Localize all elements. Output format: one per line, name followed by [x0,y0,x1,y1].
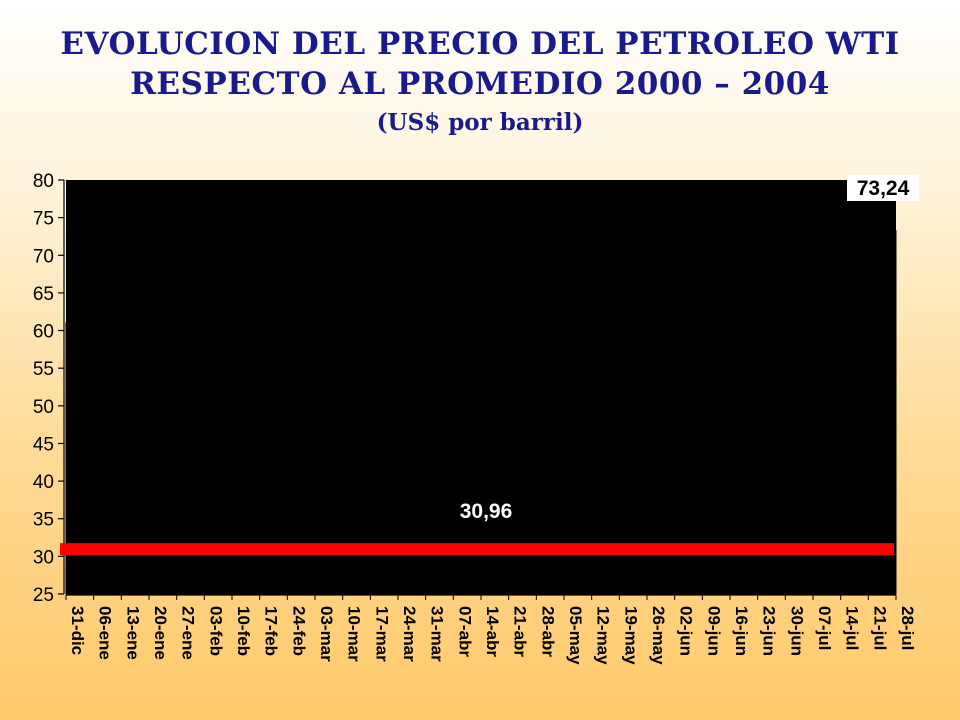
y-axis: 25 30 35 40 45 50 55 60 65 70 75 80 [33,171,65,606]
x-tick-label: 30-jun [787,606,806,656]
y-tick-label: 65 [33,284,54,305]
x-tick-label: 17-feb [262,606,281,656]
y-tick-label: 25 [33,585,54,606]
y-tick-label: 60 [33,322,54,343]
y-tick-label: 70 [33,246,54,267]
x-tick-label: 31-dic [68,606,87,655]
x-tick-label: 14-abr [483,606,502,657]
chart-subtitle: (US$ por barril) [376,109,584,136]
x-axis: 31-dic 06-ene 13-ene 20-ene 27-ene 03-feb 10-f… [65,594,917,665]
x-tick-label: 28-abr [538,606,557,657]
x-tick-label: 24-mar [400,606,419,662]
x-tick-label: 28-jul [898,606,917,650]
y-tick-label: 55 [33,359,54,380]
x-tick-label: 14-jul [843,606,862,650]
y-tick-label: 30 [33,547,54,568]
x-tick-label: 03-feb [206,606,225,656]
x-tick-label: 09-jun [704,606,723,656]
chart-title-block: EVOLUCION DEL PRECIO DEL PETROLEO WTI RE… [0,24,960,140]
x-tick-label: 27-ene [179,606,198,660]
x-tick-label: 10-mar [345,606,364,662]
x-tick-label: 13-ene [123,606,142,660]
x-tick-label: 03-mar [317,606,336,662]
x-tick-label: 02-jun [677,606,696,656]
x-tick-label: 24-feb [289,606,308,656]
x-tick-label: 17-mar [372,606,391,662]
chart-title-line2: RESPECTO AL PROMEDIO 2000 – 2004 [130,66,830,102]
x-tick-label: 21-jul [870,606,889,650]
end-value-label: 73,24 [857,177,910,200]
y-tick-label: 40 [33,472,54,493]
average-reference-line [60,543,894,556]
reference-value-label: 30,96 [460,500,513,523]
x-tick-label: 21-abr [511,606,530,657]
y-tick-label: 45 [33,434,54,455]
x-tick-label: 23-jun [760,606,779,656]
y-tick-label: 80 [33,171,54,192]
x-tick-label: 31-mar [428,606,447,662]
chart-title: EVOLUCION DEL PRECIO DEL PETROLEO WTI [60,26,900,62]
end-value-label-bg [847,175,919,201]
x-tick-label: 07-jul [815,606,834,650]
price-area [65,199,897,595]
x-tick-label: 12-may [594,606,613,665]
x-tick-label: 16-jun [732,606,751,656]
x-tick-label: 06-ene [96,606,115,660]
y-tick-label: 50 [33,397,54,418]
plot-area [60,180,897,595]
x-tick-label: 26-may [649,606,668,665]
x-tick-label: 05-may [566,606,585,665]
x-tick-label: 20-ene [151,606,170,660]
x-tick-label: 19-may [621,606,640,665]
x-tick-label: 07-abr [455,606,474,657]
x-tick-label: 10-feb [234,606,253,656]
y-tick-label: 75 [33,209,54,230]
data-labels: 73,24 30,96 [460,175,919,523]
y-tick-label: 35 [33,510,54,531]
